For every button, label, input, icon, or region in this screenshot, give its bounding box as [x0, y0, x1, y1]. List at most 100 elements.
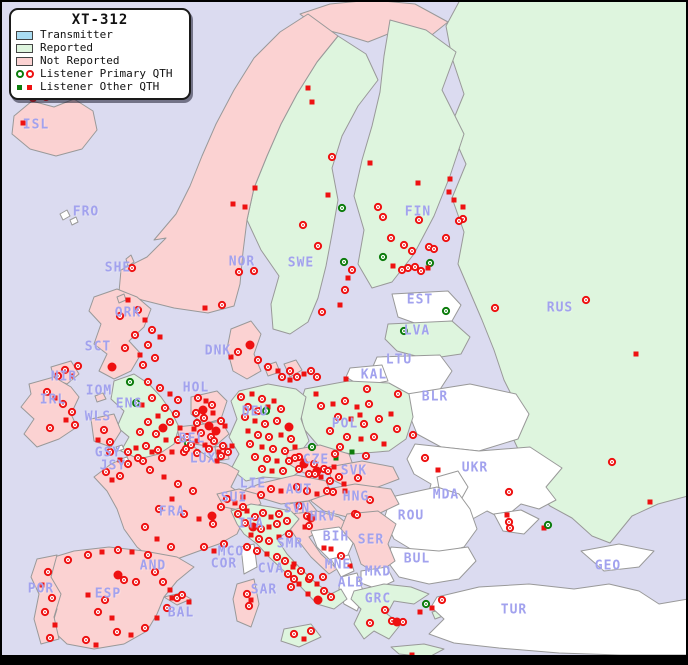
country-label-esp: ESP [94, 586, 122, 602]
listener-primary-qth-marker [233, 509, 243, 519]
listener-primary-qth-marker [105, 437, 115, 447]
listener-other-qth-marker [417, 609, 423, 615]
listener-primary-qth-marker [160, 403, 170, 413]
listener-primary-qth-marker [216, 451, 226, 461]
listener-primary-qth-marker [454, 216, 464, 226]
listener-primary-qth-marker [81, 635, 91, 645]
country-label-ita: ITA [237, 516, 265, 532]
listener-primary-qth-marker [191, 408, 201, 418]
listener-other-qth-marker [169, 496, 175, 502]
listener-primary-qth-marker [386, 233, 396, 243]
listener-primary-qth-marker [399, 240, 409, 250]
listener-primary-qth-marker [316, 401, 326, 411]
listener-primary-qth-marker [40, 607, 50, 617]
listener-other-qth-marker [230, 201, 236, 207]
listener-other-qth-marker [203, 398, 209, 404]
listener-other-qth-icon [16, 84, 40, 90]
listener-primary-qth-marker [416, 266, 426, 276]
listener-primary-qth-marker [365, 495, 375, 505]
listener-other-qth-marker [358, 436, 364, 442]
listener-primary-qth-marker [429, 244, 439, 254]
listener-primary-qth-marker [252, 546, 262, 556]
listener-other-qth-marker [137, 352, 143, 358]
listener-other-qth-marker [186, 599, 192, 605]
listener-primary-qth-marker [193, 393, 203, 403]
listener-primary-qth-marker [45, 423, 55, 433]
listener-primary-qth-marker [392, 424, 402, 434]
listener-primary-qth-marker [53, 371, 63, 381]
listener-primary-qth-marker [173, 479, 183, 489]
listener-primary-qth-marker [261, 406, 271, 416]
legend-title: XT-312 [71, 12, 129, 28]
listener-primary-qth-marker [101, 467, 111, 477]
listener-primary-qth-marker [147, 325, 157, 335]
country-label-wls: WLS [84, 409, 112, 425]
country-label-lux: LUX [189, 451, 217, 467]
listener-primary-qth-marker [318, 572, 328, 582]
country-label-mco: MCO [217, 544, 245, 560]
listener-primary-qth-marker [313, 241, 323, 251]
listener-primary-qth-marker [177, 590, 187, 600]
listener-other-qth-marker [133, 445, 139, 451]
listener-other-qth-marker [154, 615, 160, 621]
listener-primary-qth-marker [323, 466, 333, 476]
listener-primary-qth-marker [337, 203, 347, 213]
listener-primary-qth-marker [278, 466, 288, 476]
listener-primary-qth-marker [309, 459, 319, 469]
listener-other-qth-marker [228, 354, 234, 360]
listener-other-qth-marker [109, 477, 115, 483]
listener-primary-qth-marker [140, 522, 150, 532]
listener-primary-qth-marker [286, 434, 296, 444]
listener-other-qth-marker [229, 443, 235, 449]
country-label-hrv: HRV [309, 509, 337, 525]
listener-primary-qth-marker [256, 524, 266, 534]
listener-primary-qth-marker [113, 570, 123, 580]
listener-other-qth-marker [388, 411, 394, 417]
listener-other-qth-marker [259, 444, 265, 450]
listener-other-qth-marker [163, 437, 169, 443]
listener-primary-qth-marker [504, 517, 514, 527]
listener-other-qth-marker [214, 458, 220, 464]
listener-other-qth-marker [167, 391, 173, 397]
country-label-gsy: GSY [94, 445, 122, 461]
listener-primary-qth-marker [325, 426, 335, 436]
listener-primary-qth-marker [352, 510, 362, 520]
listener-primary-qth-marker [263, 362, 273, 372]
listener-primary-qth-marker [99, 425, 109, 435]
country-label-lva: LVA [403, 323, 431, 339]
country-label-fra: FRA [158, 504, 186, 520]
listener-other-qth-marker [177, 425, 183, 431]
country-label-she: SHE [104, 260, 132, 276]
listener-other-qth-marker [125, 297, 131, 303]
listener-primary-qth-marker [249, 266, 259, 276]
listener-primary-qth-marker [245, 340, 255, 350]
listener-other-qth-marker [647, 499, 653, 505]
country-label-jsy: JSY [99, 458, 127, 474]
listener-primary-qth-marker [393, 389, 403, 399]
map-viewport[interactable]: RUS FIN SWE NOR ISL EST LVA LTU KAL BLR UKR MDA ROU B… [2, 2, 686, 655]
listener-primary-qth-marker [285, 366, 295, 376]
country-label-bel: BEL [178, 431, 206, 447]
country-iom [94, 392, 107, 403]
country-label-lie: LIE [239, 476, 267, 492]
listener-primary-qth-marker [304, 521, 314, 531]
listener-primary-qth-marker [216, 502, 226, 512]
country-label-ukr: UKR [461, 460, 489, 476]
listener-primary-qth-marker [100, 595, 110, 605]
listener-other-qth-marker [301, 458, 307, 464]
country-label-cor: COR [210, 556, 238, 572]
listener-primary-qth-marker [359, 419, 369, 429]
country-label-smr: SMR [276, 536, 304, 552]
country-label-por: POR [27, 581, 55, 597]
country-label-iom: IOM [85, 383, 113, 399]
listener-other-qth-marker [287, 377, 293, 383]
listener-other-qth-marker [196, 516, 202, 522]
listener-primary-qth-marker [330, 449, 340, 459]
listener-other-qth-marker [341, 481, 347, 487]
listener-primary-qth-marker [408, 430, 418, 440]
listener-primary-qth-marker [192, 448, 202, 458]
listener-primary-qth-marker [120, 343, 130, 353]
listener-other-qth-marker [291, 561, 297, 567]
listener-other-qth-marker [301, 636, 307, 642]
